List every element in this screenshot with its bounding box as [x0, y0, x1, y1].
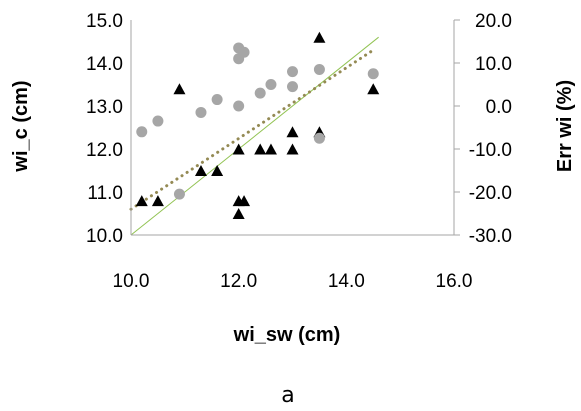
figure-caption: a: [281, 383, 294, 408]
y-tick-label: 15.0: [86, 11, 123, 32]
triangle-point: [238, 195, 251, 207]
trend-line-dotted: [129, 48, 375, 211]
triangle-point: [135, 195, 148, 207]
triangle-point: [194, 165, 207, 176]
triangle-point: [173, 83, 186, 95]
y-tick-label: 14.0: [86, 54, 123, 75]
triangle-point: [313, 31, 326, 43]
triangle-point: [254, 143, 267, 155]
triangle-point: [211, 165, 224, 176]
y2-tick-label: -20.0: [469, 183, 512, 204]
x-tick-label: 16.0: [436, 271, 473, 292]
circle-point: [287, 66, 298, 78]
circle-point: [287, 81, 298, 93]
identity-line: [130, 36, 379, 236]
triangle-point: [286, 143, 299, 155]
circle-point: [136, 126, 148, 138]
y-tick-label: 12.0: [86, 140, 123, 161]
y-tick-label: 10.0: [86, 226, 123, 247]
y-tick-label: 11.0: [87, 183, 123, 204]
circle-point: [313, 132, 325, 144]
triangle-point: [367, 83, 380, 95]
y2-tick-label: 10.0: [475, 54, 512, 75]
y2-tick-label: -10.0: [469, 140, 512, 161]
circle-point: [367, 68, 379, 80]
triangle-point: [232, 208, 245, 219]
y2-tick-label: 20.0: [475, 11, 512, 32]
circle-point: [254, 87, 266, 99]
trend-lines: [129, 36, 379, 236]
circle-point: [152, 115, 164, 127]
y2-axis-title: Err wi (%): [554, 80, 576, 172]
x-tick-label: 12.0: [220, 271, 257, 292]
triangle-point: [232, 143, 245, 155]
triangle-point: [264, 143, 277, 155]
circle-point: [238, 46, 250, 58]
circle-point: [211, 94, 223, 106]
x-tick-label: 10.0: [113, 271, 150, 292]
x-axis-title: wi_sw (cm): [233, 324, 341, 346]
circle-point: [233, 100, 245, 112]
y2-tick-label: 0.0: [486, 97, 512, 118]
tick-labels: 10.0 11.0 12.0 13.0 14.0 15.0 -30.0 -20.0 -10.0 0…: [86, 11, 512, 292]
circle-point: [195, 106, 207, 118]
circle-point: [173, 188, 185, 200]
circle-point: [313, 63, 325, 75]
y2-tick-label: -30.0: [469, 226, 512, 247]
y-tick-label: 13.0: [86, 97, 123, 118]
circle-point: [265, 79, 277, 90]
data-points: [135, 31, 380, 219]
y-axis-title: wi_c (cm): [10, 80, 32, 172]
x-tick-label: 14.0: [328, 271, 365, 292]
triangle-point: [286, 126, 299, 138]
axes: [130, 19, 460, 236]
triangle-point: [151, 195, 164, 207]
